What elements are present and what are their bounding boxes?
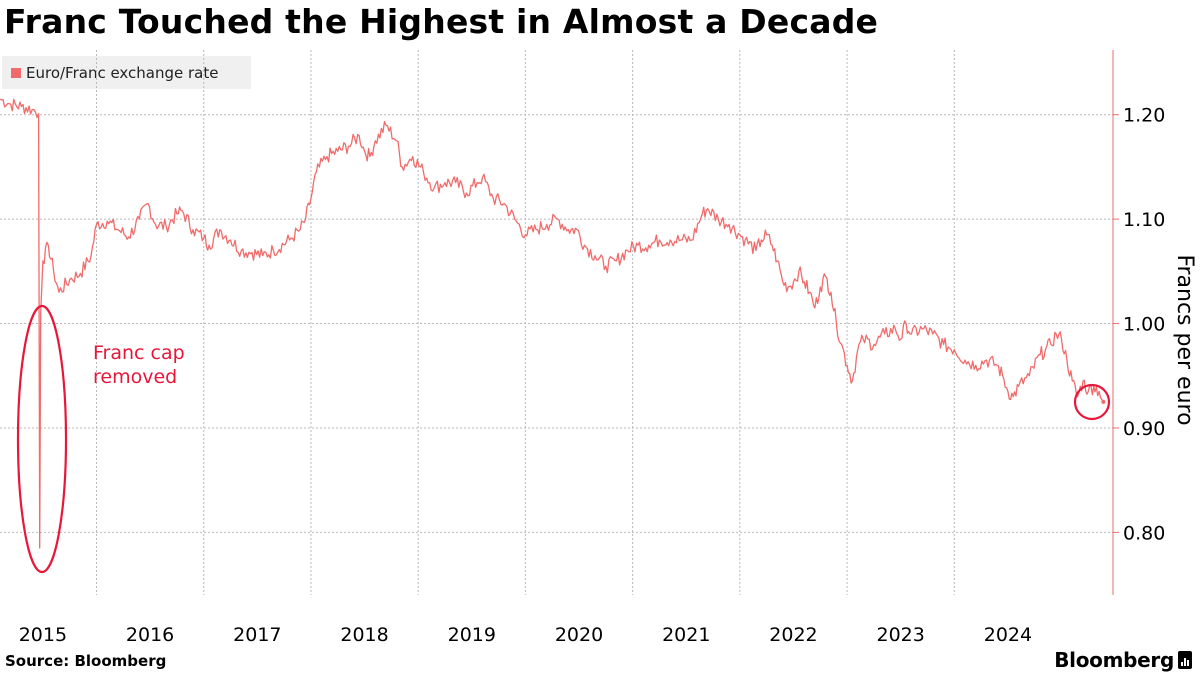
chart-title: Franc Touched the Highest in Almost a De… (4, 2, 879, 41)
y-tick-label: 1.20 (1123, 105, 1165, 127)
y-axis-title: Francs per euro (1172, 254, 1197, 425)
y-tick-label: 0.90 (1123, 418, 1165, 440)
bloomberg-terminal-icon (1178, 651, 1192, 669)
x-tick-label: 2018 (340, 624, 388, 646)
x-tick-label: 2016 (126, 624, 174, 646)
x-tick-label: 2024 (984, 624, 1032, 646)
source-note: Source: Bloomberg (5, 652, 167, 670)
x-tick-label: 2015 (19, 624, 67, 646)
x-tick-label: 2020 (555, 624, 603, 646)
y-tick-label: 1.10 (1123, 209, 1165, 231)
brand-name: Bloomberg (1054, 648, 1174, 672)
annotation-circle-latest (1073, 383, 1111, 421)
annotation-ellipse (16, 304, 68, 574)
x-tick-label: 2017 (233, 624, 281, 646)
series-line-eurchf (0, 98, 1104, 549)
x-tick-label: 2022 (769, 624, 817, 646)
annotation-label: removed (93, 366, 177, 388)
legend-label: Euro/Franc exchange rate (26, 63, 219, 82)
brand-logo: Bloomberg (1054, 648, 1192, 672)
x-tick-label: 2023 (877, 624, 925, 646)
x-tick-label: 2021 (662, 624, 710, 646)
y-tick-label: 0.80 (1123, 522, 1165, 544)
series-last-point (1101, 399, 1106, 404)
legend-swatch (11, 67, 21, 78)
legend: Euro/Franc exchange rate (2, 56, 251, 89)
annotation-label: Franc cap (93, 342, 185, 364)
y-tick-label: 1.00 (1123, 314, 1165, 336)
x-tick-label: 2019 (448, 624, 496, 646)
